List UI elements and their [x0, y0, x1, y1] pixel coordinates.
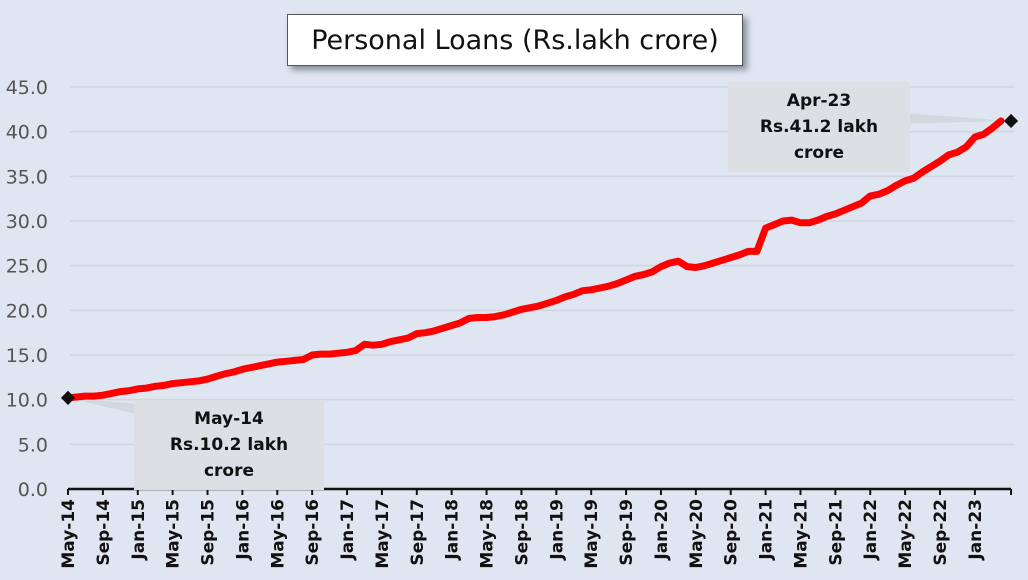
- y-tick-label: 10.0: [6, 390, 48, 412]
- annotation-end-date: Apr-23: [786, 91, 852, 111]
- x-tick-label: Sep-18: [512, 499, 532, 566]
- annotation-markers: [60, 113, 1019, 405]
- annotation-leaders: [68, 112, 1012, 415]
- x-tick-label: Sep-14: [94, 499, 114, 566]
- annotation-end: Apr-23 Rs.41.2 lakh crore: [728, 82, 910, 172]
- y-tick-label: 35.0: [6, 166, 48, 188]
- x-tick-label: May-21: [791, 499, 811, 569]
- x-axis: May-14 Sep-14 Jan-15 May-15 Sep-15 Jan-16 May-…: [59, 487, 1013, 569]
- annotation-start-value: Rs.10.2 lakh crore: [169, 435, 289, 481]
- annotation-start: May-14 Rs.10.2 lakh crore: [134, 400, 324, 490]
- x-tick-label: May-17: [373, 499, 393, 569]
- x-tick-label: Sep-19: [617, 499, 637, 566]
- x-tick-label: Sep-17: [408, 499, 428, 566]
- annotation-marker: [1003, 113, 1019, 129]
- x-tick-label: Jan-21: [757, 499, 777, 561]
- y-tick-label: 45.0: [6, 77, 48, 99]
- gridlines: [70, 86, 1015, 446]
- y-tick-label: 5.0: [18, 434, 48, 456]
- x-tick-label: Jan-16: [233, 499, 253, 561]
- series-lines: [64, 117, 1005, 402]
- y-tick-label: 25.0: [6, 256, 48, 278]
- annotation-start-date: May-14: [194, 409, 264, 429]
- x-tick-label: May-15: [164, 499, 184, 569]
- x-tick-label: May-19: [582, 499, 602, 569]
- y-tick-label: 20.0: [6, 300, 48, 322]
- x-tick-label: May-14: [59, 499, 79, 569]
- x-tick-label: Jan-18: [443, 499, 463, 561]
- annotation-end-value: Rs.41.2 lakh crore: [759, 117, 879, 163]
- y-tick-label: 40.0: [6, 122, 48, 144]
- annotation-leader: [68, 397, 150, 415]
- x-tick-label: Jan-23: [966, 499, 986, 561]
- x-tick-label: Sep-22: [931, 499, 951, 566]
- x-tick-label: Jan-15: [129, 499, 149, 561]
- x-tick-label: May-18: [478, 499, 498, 569]
- x-tick-label: May-22: [896, 499, 916, 569]
- y-axis-ticks: 0.0 5.0 10.0 15.0 20.0 25.0 30.0 35.0 40.0 45.0: [6, 77, 48, 501]
- x-tick-label: Jan-17: [338, 499, 358, 561]
- annotation-marker: [60, 390, 76, 405]
- annotation-leader: [890, 112, 1012, 124]
- chart-title: Personal Loans (Rs.lakh crore): [287, 14, 743, 66]
- x-tick-label: Jan-19: [547, 499, 567, 561]
- x-tick-label: Jan-22: [861, 499, 881, 561]
- x-tick-label: Sep-20: [722, 499, 742, 566]
- x-tick-label: Sep-21: [826, 499, 846, 566]
- x-tick-label: May-20: [687, 499, 707, 569]
- y-tick-label: 0.0: [18, 479, 48, 501]
- x-tick-label: May-16: [268, 499, 288, 569]
- y-tick-label: 30.0: [6, 211, 48, 233]
- y-tick-label: 15.0: [6, 345, 48, 367]
- x-tick-label: Sep-15: [199, 499, 219, 566]
- series-line: [64, 117, 1005, 402]
- x-tick-label: Sep-16: [303, 499, 323, 566]
- x-tick-label: Jan-20: [652, 499, 672, 561]
